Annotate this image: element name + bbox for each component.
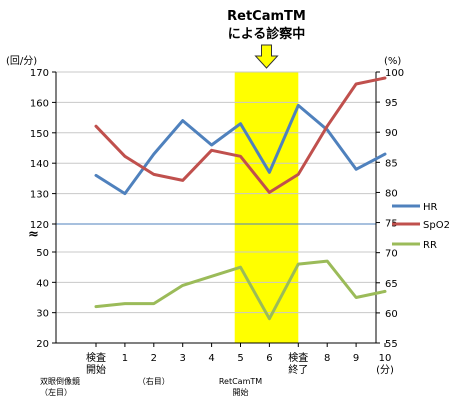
- left-tick-label: 50: [36, 248, 49, 259]
- right-tick-label: 90: [385, 128, 398, 139]
- series-line-spo2: [94, 76, 387, 194]
- right-tick-label: 55: [385, 339, 398, 350]
- bottom-note-line: RetCamTM: [219, 377, 262, 386]
- x-tick-label: 2: [151, 353, 157, 364]
- bottom-note: RetCamTM 開始: [219, 377, 262, 397]
- x-tick-label-line: 10: [379, 353, 392, 364]
- x-tick-label: 8: [324, 353, 330, 364]
- x-tick-label-line: 終了: [288, 363, 308, 376]
- legend-label: SpO2: [423, 220, 450, 231]
- right-tick-label: 95: [385, 98, 398, 109]
- x-tick-label: 4: [208, 353, 214, 364]
- bottom-note: 双眼倒像鏡（左目）: [40, 376, 80, 397]
- right-tick-label: 85: [385, 158, 398, 169]
- annotation-subtitle: による診察中: [228, 26, 306, 42]
- highlight-band: [234, 72, 299, 343]
- bottom-note-line: 双眼倒像鏡: [40, 376, 80, 386]
- legend-label: RR: [423, 240, 437, 251]
- right-tick-label: 70: [385, 249, 398, 260]
- x-tick-label-line: 検査: [288, 351, 308, 364]
- left-axis-unit: (回/分): [6, 55, 37, 67]
- left-tick-label: 140: [30, 159, 49, 170]
- right-tick-label: 100: [385, 68, 404, 79]
- x-tick-label-line: 検査: [86, 351, 106, 364]
- x-tick-label-line: (分): [376, 364, 394, 376]
- left-tick-label: 40: [36, 278, 49, 289]
- x-tick-label: 1: [122, 353, 128, 364]
- series-line-rr: [94, 259, 387, 321]
- right-tick-label: 80: [385, 188, 398, 199]
- axis-break-symbol: ≈: [28, 227, 39, 242]
- x-tick-label: 10 (分): [376, 353, 394, 376]
- x-tick-label: 5: [237, 353, 243, 364]
- x-tick-label: 6: [266, 353, 272, 364]
- right-axis-unit: (%): [384, 56, 401, 67]
- right-tick-label: 60: [385, 309, 398, 320]
- left-tick-label: 30: [36, 309, 49, 320]
- x-tick-label: 検査終了: [288, 351, 308, 376]
- left-tick-label: 20: [36, 339, 49, 350]
- bottom-note-line: 開始: [233, 387, 249, 397]
- right-tick-label: 65: [385, 279, 398, 290]
- annotation-title: RetCamTM: [227, 9, 306, 24]
- x-tick-label: 3: [180, 353, 186, 364]
- down-arrow-icon: [254, 44, 279, 69]
- left-tick-label: 150: [30, 129, 49, 140]
- right-tick-label: 75: [385, 219, 398, 230]
- left-tick-label: 170: [30, 68, 49, 79]
- legend-label: HR: [423, 202, 438, 213]
- x-tick-label: 9: [353, 353, 359, 364]
- x-tick-label-line: 開始: [86, 363, 106, 376]
- left-tick-label: 160: [30, 98, 49, 109]
- left-tick-label: 120: [30, 220, 49, 231]
- x-tick-label: 検査開始: [86, 351, 106, 376]
- left-tick-label: 130: [30, 190, 49, 201]
- bottom-note-line: （左目）: [40, 387, 72, 397]
- bottom-note: （右目）: [138, 376, 170, 386]
